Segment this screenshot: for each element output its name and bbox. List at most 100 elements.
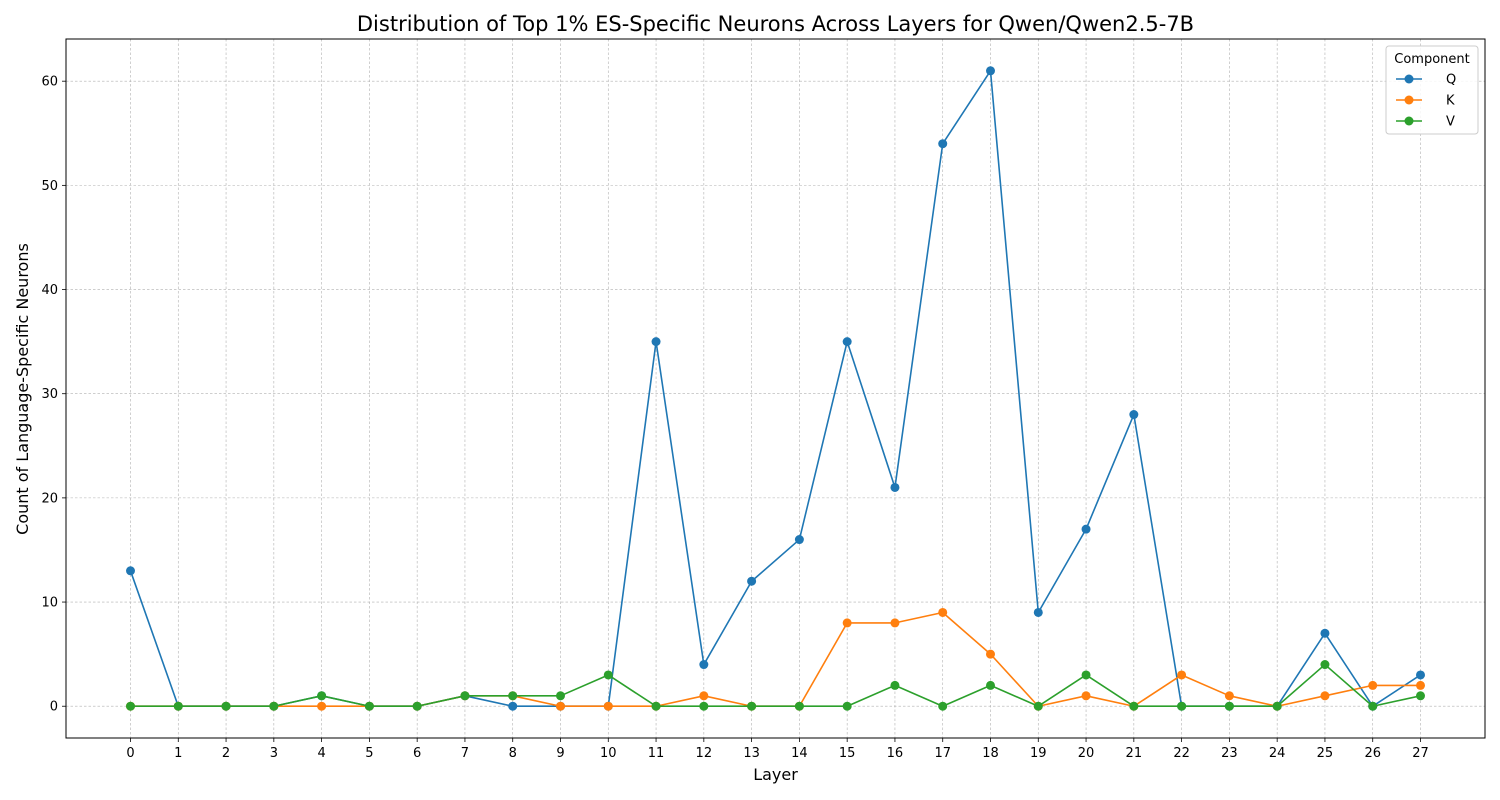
legend-swatch-marker <box>1404 74 1414 84</box>
series-k-point <box>1320 691 1330 701</box>
series-k-point <box>842 618 852 628</box>
series-k-point <box>1416 680 1425 690</box>
legend-label: V <box>1446 115 1455 130</box>
series-k-point <box>1368 680 1378 690</box>
y-tick-label: 10 <box>41 596 58 611</box>
series-k-point <box>890 618 900 628</box>
series-v-point <box>1320 660 1330 670</box>
series-v-point <box>1129 701 1139 711</box>
series-k-point <box>556 701 565 711</box>
series-v-point <box>460 691 470 701</box>
series-v-point <box>556 691 565 701</box>
x-tick-label: 25 <box>1317 746 1334 761</box>
series-q <box>126 66 1425 711</box>
x-tick-label: 12 <box>696 746 713 761</box>
series-q-point <box>747 576 757 586</box>
chart-title: Distribution of Top 1% ES-Specific Neuro… <box>357 12 1194 36</box>
series-v-point <box>1177 701 1187 711</box>
x-tick-label: 14 <box>791 746 808 761</box>
x-tick-label: 6 <box>413 746 421 761</box>
x-tick-label: 7 <box>461 746 469 761</box>
x-tick-label: 8 <box>509 746 517 761</box>
series-q-point <box>1320 628 1330 638</box>
x-tick-label: 10 <box>600 746 617 761</box>
series-v-point <box>269 701 279 711</box>
x-axis: 0 1 2 3 4 5 6 7 8 9 10 11 12 13 14 15 16 17 18 19 20 21 22 23 24… <box>126 738 1429 761</box>
series-q-point <box>126 566 135 576</box>
series-k-point <box>1081 691 1091 701</box>
series-k-point <box>1224 691 1234 701</box>
series-v-point <box>890 680 900 690</box>
series-v-point <box>747 701 757 711</box>
x-tick-label: 24 <box>1269 746 1286 761</box>
series-q-point <box>842 337 852 347</box>
series-v-point <box>603 670 613 680</box>
series-v-point <box>508 691 518 701</box>
x-tick-label: 26 <box>1364 746 1381 761</box>
y-tick-label: 50 <box>41 179 58 194</box>
y-tick-label: 60 <box>41 75 58 90</box>
legend-label: K <box>1446 94 1455 109</box>
legend-label: Q <box>1446 73 1456 88</box>
x-tick-label: 16 <box>887 746 904 761</box>
series-v-point <box>317 691 327 701</box>
series-k-point <box>603 701 613 711</box>
x-tick-label: 9 <box>556 746 564 761</box>
series-k-point <box>986 649 995 659</box>
series-k-point <box>938 607 948 617</box>
x-tick-label: 17 <box>934 746 951 761</box>
series-k-point <box>317 701 327 711</box>
y-axis: 0 10 20 30 40 50 60 <box>41 75 66 715</box>
x-tick-label: 27 <box>1412 746 1429 761</box>
legend-swatch-marker <box>1404 116 1414 126</box>
series-v-point <box>173 701 183 711</box>
legend-swatch-marker <box>1404 95 1414 105</box>
series-q-point <box>890 482 900 492</box>
series-v-point <box>1224 701 1234 711</box>
series-q-point <box>699 660 709 670</box>
x-tick-label: 0 <box>126 746 134 761</box>
legend-box <box>1385 45 1479 135</box>
y-tick-label: 30 <box>41 387 58 402</box>
series-v-point <box>126 701 135 711</box>
x-tick-label: 2 <box>222 746 230 761</box>
series-v-point <box>1272 701 1282 711</box>
y-axis-title: Count of Language-Specific Neurons <box>13 243 32 535</box>
series-q-point <box>1081 524 1091 534</box>
series-v-point <box>364 701 374 711</box>
grid <box>66 39 1485 738</box>
y-tick-label: 0 <box>50 700 58 715</box>
plot-frame <box>65 38 1486 739</box>
x-tick-label: 20 <box>1078 746 1095 761</box>
x-tick-label: 13 <box>743 746 760 761</box>
series-q-point <box>1129 410 1139 420</box>
x-tick-label: 5 <box>365 746 373 761</box>
x-tick-label: 22 <box>1173 746 1190 761</box>
series-v-point <box>221 701 231 711</box>
series-v-point <box>938 701 948 711</box>
series-q-line <box>129 69 1421 708</box>
series-v-point <box>1033 701 1043 711</box>
series-v-point <box>651 701 661 711</box>
series-v-line <box>130 663 1421 708</box>
series-v <box>126 660 1425 711</box>
x-tick-label: 4 <box>317 746 325 761</box>
series-k-point <box>699 691 709 701</box>
series-v-point <box>986 680 995 690</box>
series-v-point <box>842 701 852 711</box>
legend-item-v: V <box>1396 115 1455 130</box>
y-tick-label: 40 <box>41 283 58 298</box>
legend-item-q: Q <box>1396 73 1456 88</box>
series-v-point <box>699 701 709 711</box>
x-axis-title: Layer <box>753 765 798 784</box>
series-v-point <box>1416 691 1425 701</box>
series-k-point <box>1177 670 1187 680</box>
series-v-point <box>1368 701 1378 711</box>
series-v-point <box>1081 670 1091 680</box>
series-v-point <box>412 701 422 711</box>
series-q-point <box>1416 670 1425 680</box>
series-q-point <box>1033 607 1043 617</box>
legend: Component QKV <box>1385 45 1479 135</box>
series-v-point <box>794 701 804 711</box>
